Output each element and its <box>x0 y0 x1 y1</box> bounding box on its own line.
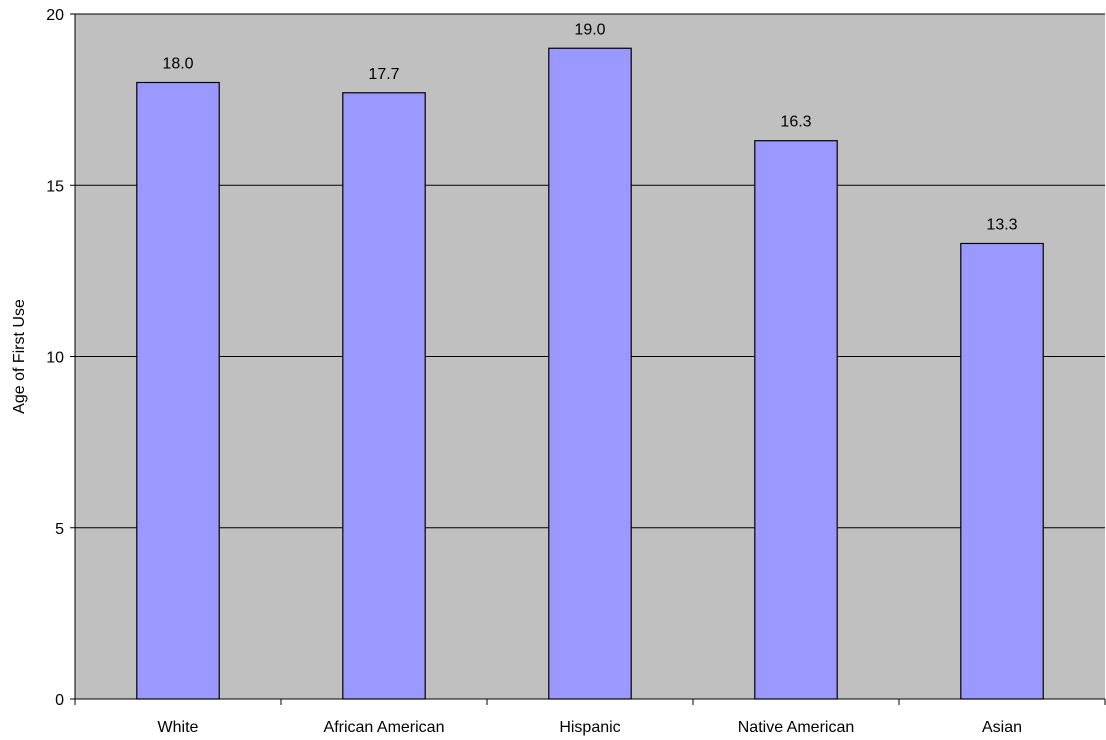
x-tick-label: Native American <box>738 719 855 736</box>
y-axis: 0 5 10 15 20 <box>46 7 76 709</box>
y-tick-label: 5 <box>55 521 64 538</box>
data-label: 18.0 <box>162 56 193 73</box>
y-tick-label: 20 <box>46 7 64 24</box>
data-label: 13.3 <box>986 216 1017 233</box>
data-label: 17.7 <box>368 66 399 83</box>
x-tick-label: White <box>158 719 199 736</box>
y-tick-label: 10 <box>46 350 64 367</box>
data-labels: 18.0 17.7 19.0 16.3 13.3 <box>162 21 1017 233</box>
bars <box>136 47 1044 700</box>
x-tick-label: African American <box>324 719 445 736</box>
data-label: 16.3 <box>780 114 811 131</box>
y-tick-label: 0 <box>55 692 64 709</box>
bar <box>754 140 838 700</box>
bar <box>548 47 632 700</box>
bar <box>960 242 1044 700</box>
x-tick-label: Hispanic <box>559 719 620 736</box>
x-tick-label: Asian <box>982 719 1022 736</box>
x-axis: White African American Hispanic Native Amer… <box>74 698 1106 736</box>
y-tick-label: 15 <box>46 178 64 195</box>
y-axis-title: Age of First Use <box>11 299 28 414</box>
bar <box>342 92 426 700</box>
data-label: 19.0 <box>574 21 605 38</box>
bar <box>136 81 220 700</box>
